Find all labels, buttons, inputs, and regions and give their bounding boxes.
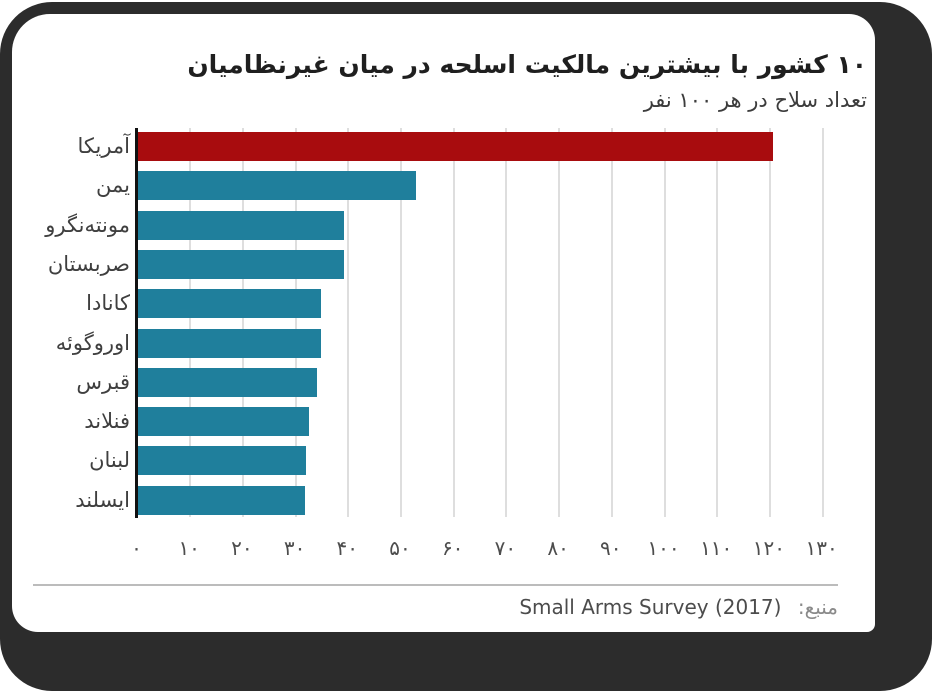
- x-tick-label: ۳۰: [283, 536, 306, 560]
- gridline: [347, 128, 350, 517]
- category-label: کانادا: [12, 289, 130, 318]
- category-label-text: آمریکا: [77, 134, 130, 158]
- plot-area: ۰ ۱۰ ۲۰ ۳۰ ۴۰ ۵۰ ۶۰ ۷۰ ۸۰ ۹۰ ۱۰۰ ۱۱۰ ۱۲۰ ۱۳۰ آمریکا یمن…: [12, 14, 875, 632]
- bar: [138, 171, 417, 201]
- category-label-text: لبنان: [89, 448, 130, 473]
- source-text: Small Arms Survey (2017): [519, 595, 782, 619]
- bar: [138, 485, 306, 515]
- chart-subtitle: تعداد سلاح در هر ۱۰۰ نفر: [643, 88, 867, 112]
- x-tick-label: ۱۰: [178, 536, 200, 560]
- x-tick-label: ۴۰: [336, 536, 359, 560]
- gridline: [452, 128, 455, 517]
- bar: [138, 132, 774, 161]
- category-label: صربستان: [12, 250, 130, 279]
- chart-canvas: ۱۰ کشور با بیشترین مالکیت اسلحه در میان …: [12, 14, 875, 632]
- category-label: مونته‌نگرو: [12, 211, 130, 240]
- bar: [138, 249, 345, 279]
- category-label: لبنان: [12, 446, 130, 475]
- gridline: [716, 128, 719, 517]
- category-label-text: مونته‌نگرو: [45, 212, 130, 237]
- category-label-text: صربستان: [47, 251, 130, 276]
- category-label-text: اوروگوئه: [55, 330, 130, 355]
- category-label-text: کانادا: [86, 291, 130, 316]
- bar: [138, 367, 318, 397]
- bar: [138, 210, 345, 240]
- x-tick-label: ۱۰۰: [647, 536, 680, 560]
- x-tick-label: ۱۳۰: [805, 536, 838, 560]
- gridline: [189, 128, 192, 517]
- category-label-text: یمن: [96, 173, 130, 198]
- chart-title: ۱۰ کشور با بیشترین مالکیت اسلحه در میان …: [187, 50, 867, 79]
- category-label-text: قبرس: [76, 369, 130, 394]
- gridline: [768, 128, 771, 517]
- category-label: آمریکا: [12, 132, 130, 161]
- x-tick-label: ۱۱۰: [700, 536, 733, 560]
- bar: [138, 328, 321, 358]
- x-tick-label: ۱۲۰: [752, 536, 785, 560]
- gridline: [505, 128, 508, 517]
- bar: [138, 407, 309, 437]
- gridline: [241, 128, 244, 517]
- category-label: قبرس: [12, 368, 130, 397]
- x-tick-label: ۶۰: [441, 536, 464, 560]
- source-label: منبع:: [797, 595, 838, 619]
- x-tick-label: ۹۰: [600, 536, 622, 560]
- category-label: ایسلند: [12, 486, 130, 515]
- source-line: منبع: Small Arms Survey (2017): [519, 595, 838, 619]
- category-label-text: ایسلند: [75, 487, 130, 512]
- category-label: اوروگوئه: [12, 329, 130, 358]
- category-label: فنلاند: [12, 407, 130, 436]
- gridline: [821, 128, 824, 517]
- gridline: [558, 128, 561, 517]
- x-tick-label: ۷۰: [494, 536, 517, 560]
- bar: [138, 289, 321, 319]
- x-tick-label: ۲۰: [231, 536, 253, 560]
- category-label-text: فنلاند: [84, 409, 130, 434]
- x-tick-label: ۵۰: [389, 536, 411, 560]
- gridline: [400, 128, 402, 517]
- category-label: یمن: [12, 171, 130, 200]
- gridline: [294, 128, 297, 517]
- gridline: [610, 128, 613, 517]
- x-tick-label: ۰: [131, 536, 142, 560]
- y-axis-line: [135, 128, 138, 518]
- bar: [138, 446, 307, 476]
- x-tick-label: ۸۰: [547, 536, 569, 560]
- gridline: [663, 128, 666, 517]
- source-divider-line: [33, 584, 838, 586]
